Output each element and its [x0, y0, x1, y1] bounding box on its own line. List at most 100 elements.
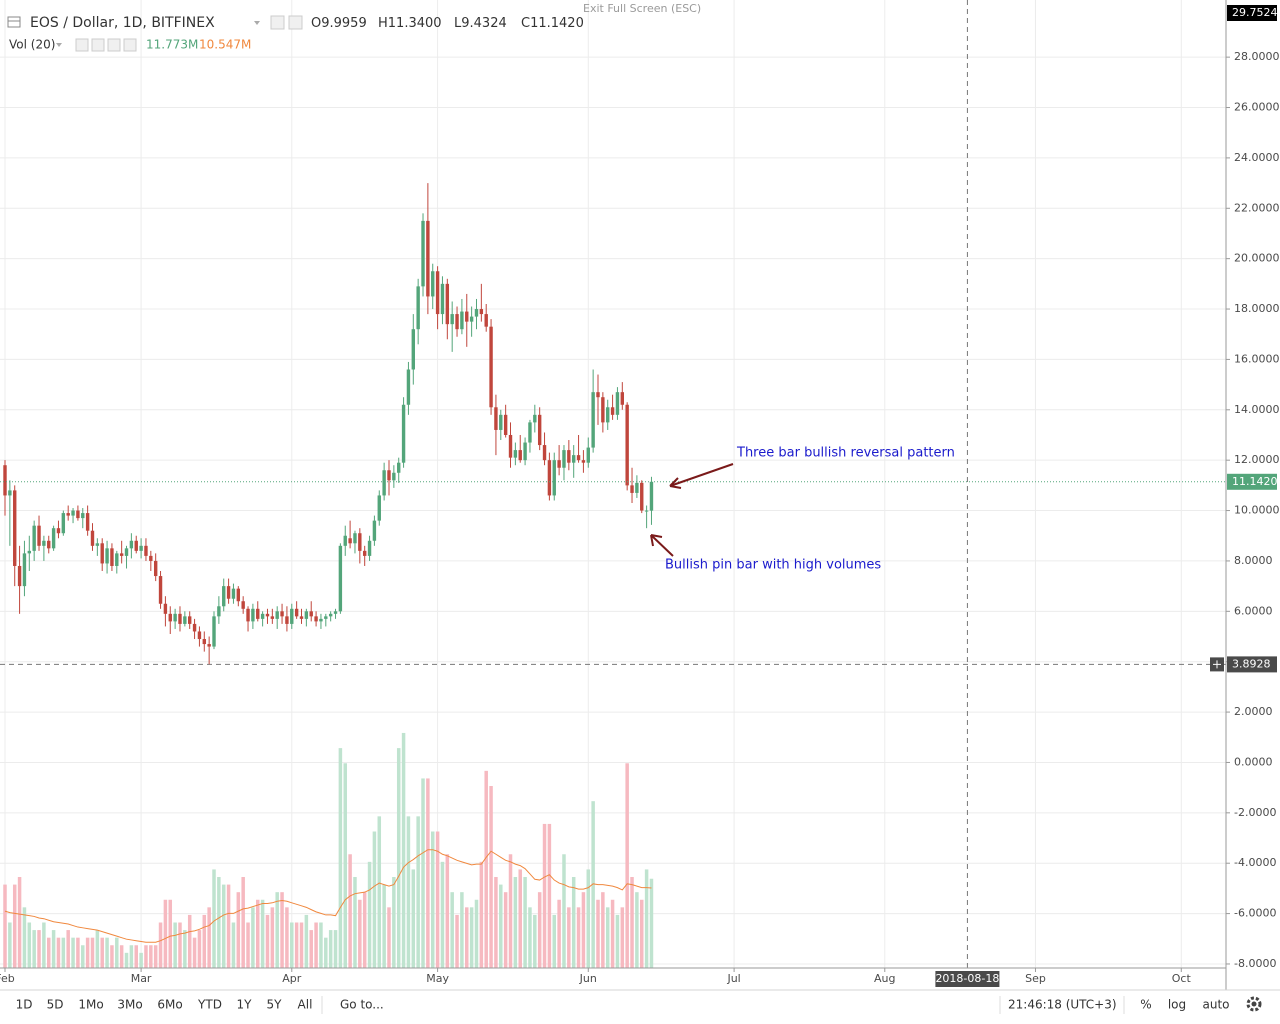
volume-bar: [630, 877, 634, 968]
candle-body: [299, 616, 304, 619]
x-tick-label: Feb: [0, 972, 15, 985]
annotation: Three bar bullish reversal pattern: [736, 446, 955, 461]
exit-fullscreen[interactable]: Exit Full Screen (ESC): [583, 2, 701, 15]
volume-bar: [528, 907, 532, 968]
volume-bar: [440, 861, 445, 968]
range-button[interactable]: 1Mo: [78, 998, 103, 1012]
range-button[interactable]: 3Mo: [117, 998, 142, 1012]
range-button[interactable]: 6Mo: [157, 998, 182, 1012]
ohlc-item: L9.4324: [454, 16, 507, 31]
candle-body: [601, 397, 605, 423]
settings-icon[interactable]: [270, 15, 285, 30]
scale-option[interactable]: auto: [1202, 998, 1229, 1012]
candle-body: [314, 616, 318, 622]
goto-button[interactable]: Go to...: [340, 998, 384, 1012]
volume-bar: [382, 884, 386, 968]
candle-body: [163, 603, 168, 614]
volume-bar: [90, 937, 95, 968]
candle-body: [304, 611, 309, 619]
candle-body: [586, 447, 590, 463]
range-button[interactable]: 5Y: [267, 998, 283, 1012]
candle-body: [236, 588, 241, 602]
vol-icon[interactable]: [91, 38, 105, 52]
volume-bar: [270, 907, 275, 968]
candle-body: [192, 623, 197, 632]
candle-body: [367, 540, 372, 556]
range-button[interactable]: All: [298, 998, 313, 1012]
candle-body: [85, 513, 90, 531]
volume-bar: [392, 877, 396, 968]
candle-body: [382, 470, 386, 496]
candle-body: [280, 611, 284, 617]
candle-body: [392, 472, 396, 481]
volume-bar: [455, 914, 459, 968]
volume-bar: [479, 861, 484, 968]
price-marker-box: [1227, 473, 1277, 490]
volume-bar: [523, 877, 527, 968]
scale-option[interactable]: %: [1140, 998, 1151, 1012]
vol-icon[interactable]: [107, 38, 121, 52]
volume-bar: [377, 816, 382, 968]
ohlc-key: L: [454, 16, 462, 31]
collapse-icon[interactable]: [7, 16, 21, 28]
volume-bar: [85, 937, 90, 968]
volume-bar: [367, 861, 372, 968]
range-button[interactable]: 1D: [16, 998, 33, 1012]
range-button[interactable]: 5D: [47, 998, 64, 1012]
range-button[interactable]: 1Y: [237, 998, 253, 1012]
volume-bar: [197, 930, 202, 968]
vol-icon[interactable]: [123, 38, 137, 52]
candle-body: [513, 450, 518, 458]
range-button[interactable]: YTD: [197, 998, 222, 1012]
volume-bar: [173, 922, 177, 968]
volume-bar: [76, 937, 80, 968]
volume-bar: [183, 930, 187, 968]
candle-body: [377, 495, 381, 521]
volume-bar: [547, 823, 552, 968]
candle-body: [178, 613, 182, 624]
axes: -8.0000 -6.0000 -4.0000 -2.0000 0.0000 2.0000…: [0, 0, 1280, 991]
ohlc-item: H11.3400: [378, 16, 442, 31]
volume-bar: [615, 914, 620, 968]
volume-bar: [119, 945, 124, 968]
candle-body: [416, 286, 420, 330]
volume-bar: [362, 892, 367, 968]
y-tick-label: 16.0000: [1234, 352, 1280, 365]
volume-bar: [115, 937, 119, 968]
volume-bar: [343, 763, 347, 968]
volume-bar: [144, 945, 148, 968]
candle-body: [576, 455, 581, 461]
volume-bar: [256, 899, 260, 968]
candle-body: [32, 525, 36, 551]
gear-hub: [1251, 1001, 1257, 1007]
candle-body: [649, 481, 654, 511]
dropdown-arrow[interactable]: [254, 21, 260, 25]
volume-bar: [178, 922, 182, 968]
volume-bar: [304, 914, 309, 968]
candle-body: [90, 530, 95, 546]
volume-bar: [605, 907, 610, 968]
remove-icon[interactable]: [288, 15, 303, 30]
volume-bar: [105, 937, 109, 968]
plot-area: Three bar bullish reversal pattern Bullis…: [0, 0, 1226, 968]
volume-bar: [489, 786, 493, 968]
settings-gear[interactable]: [1246, 996, 1262, 1012]
scale-option[interactable]: log: [1168, 998, 1186, 1012]
candle-body: [435, 271, 440, 315]
ohlc-item: C11.1420: [521, 16, 584, 31]
volume-bar: [639, 899, 644, 968]
volume-bar: [212, 869, 216, 968]
volume-bar: [221, 884, 226, 968]
ohlc-item: O9.9959: [311, 16, 367, 31]
candle-body: [358, 533, 362, 551]
vol-icon[interactable]: [75, 38, 89, 52]
volume-bar: [260, 899, 265, 968]
dropdown-arrow[interactable]: [56, 43, 62, 47]
candle-body: [144, 545, 148, 556]
volume-bar: [372, 831, 377, 968]
volume-bar: [450, 892, 454, 968]
candle-body: [115, 553, 119, 566]
